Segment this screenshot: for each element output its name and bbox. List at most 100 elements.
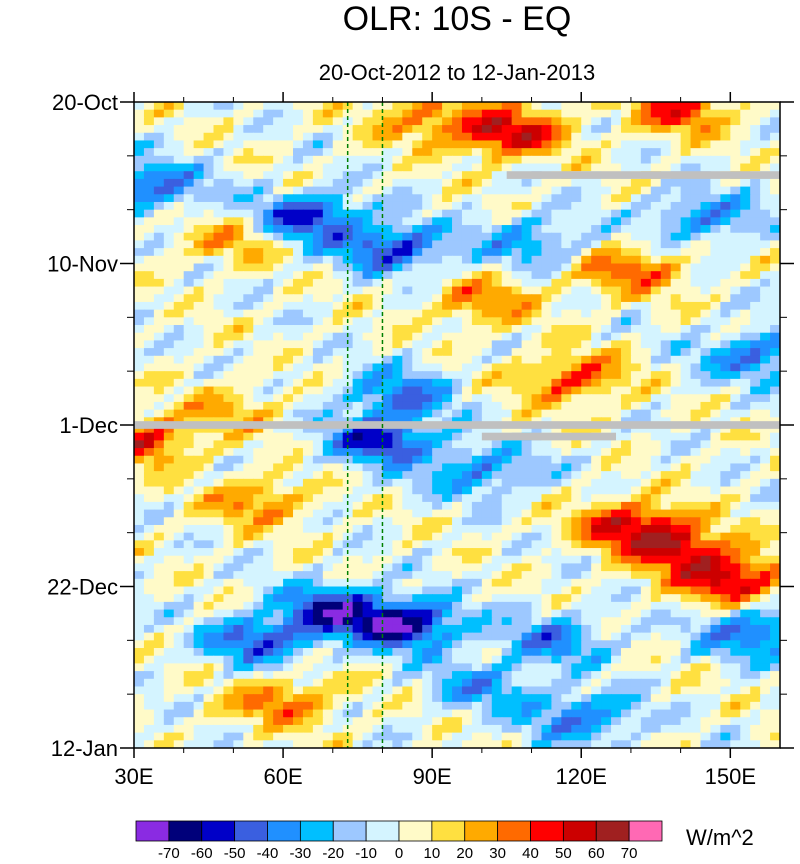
field-cell xyxy=(571,501,582,511)
field-cell xyxy=(551,601,562,611)
field-cell xyxy=(193,563,205,572)
field-cell xyxy=(422,471,433,480)
field-cell xyxy=(312,294,324,303)
field-cell xyxy=(770,478,780,488)
field-cell xyxy=(143,340,155,349)
field-cell xyxy=(283,217,294,226)
field-cell xyxy=(432,686,443,695)
field-cell xyxy=(760,509,771,518)
field-cell xyxy=(352,394,364,403)
field-cell xyxy=(223,148,234,157)
field-cell xyxy=(273,225,284,234)
field-cell xyxy=(660,163,672,172)
field-cell xyxy=(332,548,344,557)
field-cell xyxy=(561,140,572,149)
field-cell xyxy=(750,371,761,380)
field-cell xyxy=(620,478,632,488)
field-cell xyxy=(293,686,304,695)
field-cell xyxy=(640,409,652,418)
field-cell xyxy=(193,601,205,611)
field-cell xyxy=(223,278,234,288)
field-cell xyxy=(143,448,155,457)
field-cell xyxy=(750,624,761,634)
field-cell xyxy=(491,132,503,142)
field-cell xyxy=(312,255,324,265)
field-cell xyxy=(650,440,662,449)
field-cell xyxy=(263,286,274,295)
field-cell xyxy=(700,201,712,211)
field-cell xyxy=(511,255,523,265)
field-cell xyxy=(471,548,483,557)
field-cell xyxy=(710,524,721,534)
field-cell xyxy=(452,540,463,549)
field-cell xyxy=(302,240,314,249)
field-cell xyxy=(223,301,234,311)
field-cell xyxy=(660,632,672,641)
field-cell xyxy=(422,225,433,234)
field-cell xyxy=(302,471,314,480)
field-cell xyxy=(412,340,423,349)
field-cell xyxy=(561,594,572,603)
field-cell xyxy=(392,548,403,557)
field-cell xyxy=(143,171,155,180)
field-cell xyxy=(591,509,602,518)
field-cell xyxy=(213,548,225,557)
field-cell xyxy=(273,294,284,303)
field-cell xyxy=(362,278,374,288)
field-cell xyxy=(720,240,731,249)
field-cell xyxy=(640,263,652,272)
field-cell xyxy=(322,401,334,411)
field-cell xyxy=(422,148,433,157)
field-cell xyxy=(581,486,592,495)
field-cell xyxy=(362,409,374,418)
field-cell xyxy=(491,686,503,695)
field-cell xyxy=(283,186,294,195)
field-cell xyxy=(740,394,751,403)
field-cell xyxy=(312,155,324,165)
field-cell xyxy=(481,225,493,234)
field-cell xyxy=(581,301,592,311)
field-cell xyxy=(730,132,741,142)
field-cell xyxy=(770,486,780,495)
field-cell xyxy=(223,186,234,195)
field-cell xyxy=(551,109,562,118)
field-cell xyxy=(720,117,731,126)
field-cell xyxy=(382,578,393,588)
field-cell xyxy=(720,263,731,272)
field-cell xyxy=(352,332,364,341)
field-cell xyxy=(442,624,453,634)
field-cell xyxy=(760,148,771,157)
field-cell xyxy=(322,601,334,611)
field-cell xyxy=(253,555,264,565)
field-cell xyxy=(183,178,195,188)
field-cell xyxy=(233,686,244,695)
field-cell xyxy=(461,378,473,388)
field-cell xyxy=(670,278,682,288)
field-cell xyxy=(660,317,672,326)
field-cell xyxy=(521,309,533,318)
field-cell xyxy=(402,440,413,449)
field-cell xyxy=(422,686,433,695)
field-cell xyxy=(412,509,423,518)
field-cell xyxy=(730,201,741,211)
field-cell xyxy=(770,671,780,680)
field-cell xyxy=(442,378,453,388)
field-cell xyxy=(412,294,423,303)
field-cell xyxy=(561,648,572,657)
field-cell xyxy=(770,617,780,626)
field-cell xyxy=(372,394,384,403)
field-cell xyxy=(223,632,234,641)
field-cell xyxy=(601,517,612,526)
field-cell xyxy=(312,340,324,349)
field-cell xyxy=(153,325,165,334)
field-cell xyxy=(213,425,225,434)
field-cell xyxy=(471,617,483,626)
field-cell xyxy=(153,509,165,518)
field-cell xyxy=(412,478,423,488)
field-cell xyxy=(392,563,403,572)
field-cell xyxy=(700,309,712,318)
field-cell xyxy=(521,425,533,434)
field-cell xyxy=(700,632,712,641)
field-cell xyxy=(740,371,751,380)
field-cell xyxy=(402,294,413,303)
